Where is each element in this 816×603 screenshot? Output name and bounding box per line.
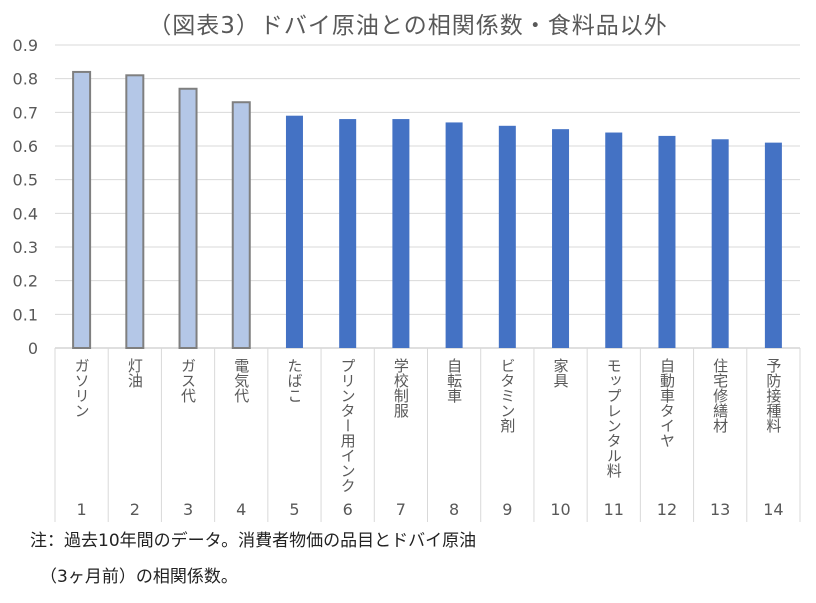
y-tick-label: 0 [28,339,38,358]
category-label: 灯油 [126,358,144,388]
category-label: 学校制服 [392,358,410,419]
category-number: 9 [502,500,512,519]
category-number: 11 [604,500,624,519]
category-label: 自動車タイヤ [658,358,676,448]
bar [764,142,782,348]
category-label: 住宅修繕材 [711,358,729,433]
category-label: ガス代 [179,358,197,404]
bar [605,132,623,348]
y-tick-label: 0.8 [13,70,38,89]
bar [711,139,729,348]
category-label: 自転車 [445,358,463,403]
category-label: 電気代 [232,358,250,404]
y-tick-label: 0.1 [13,305,38,324]
y-tick-label: 0.4 [13,204,38,223]
y-tick-label: 0.9 [13,36,38,55]
category-label: 予防接種料 [764,358,782,433]
category-label: ビタミン剤 [498,358,516,434]
category-number: 2 [130,500,140,519]
bar [231,101,251,349]
category-label: モップレンタル料 [605,358,623,478]
y-tick-label: 0.3 [13,238,38,257]
y-tick-label: 0.7 [13,103,38,122]
category-label: プリンター用インク [339,358,357,493]
bar [339,119,357,348]
category-number: 4 [236,500,246,519]
category-number: 5 [289,500,299,519]
category-number: 6 [343,500,353,519]
y-tick-label: 0.5 [13,171,38,190]
category-number: 14 [763,500,783,519]
note-line-2: （3ヶ月前）の相関係数。 [40,567,238,587]
bar [72,70,92,350]
bar [178,87,198,350]
category-number: 1 [77,500,87,519]
note-line-1: 注：過去10年間のデータ。消費者物価の品目とドバイ原油 [30,531,477,551]
bar [392,119,410,348]
category-number: 7 [396,500,406,519]
category-label: ガソリン [73,358,91,418]
category-number: 8 [449,500,459,519]
category-label: 家具 [552,358,570,388]
chart-title: （図表3）ドバイ原油との相関係数・食料品以外 [148,13,668,39]
bar [552,129,570,348]
category-number: 12 [657,500,677,519]
category-number: 3 [183,500,193,519]
bar [125,74,145,350]
bar [498,125,516,348]
category-number: 13 [710,500,730,519]
y-tick-label: 0.2 [13,272,38,291]
category-label: たばこ [285,358,303,403]
bar [658,135,676,348]
bar [285,115,303,348]
category-number: 10 [550,500,570,519]
y-tick-label: 0.6 [13,137,38,156]
bar [445,122,463,348]
